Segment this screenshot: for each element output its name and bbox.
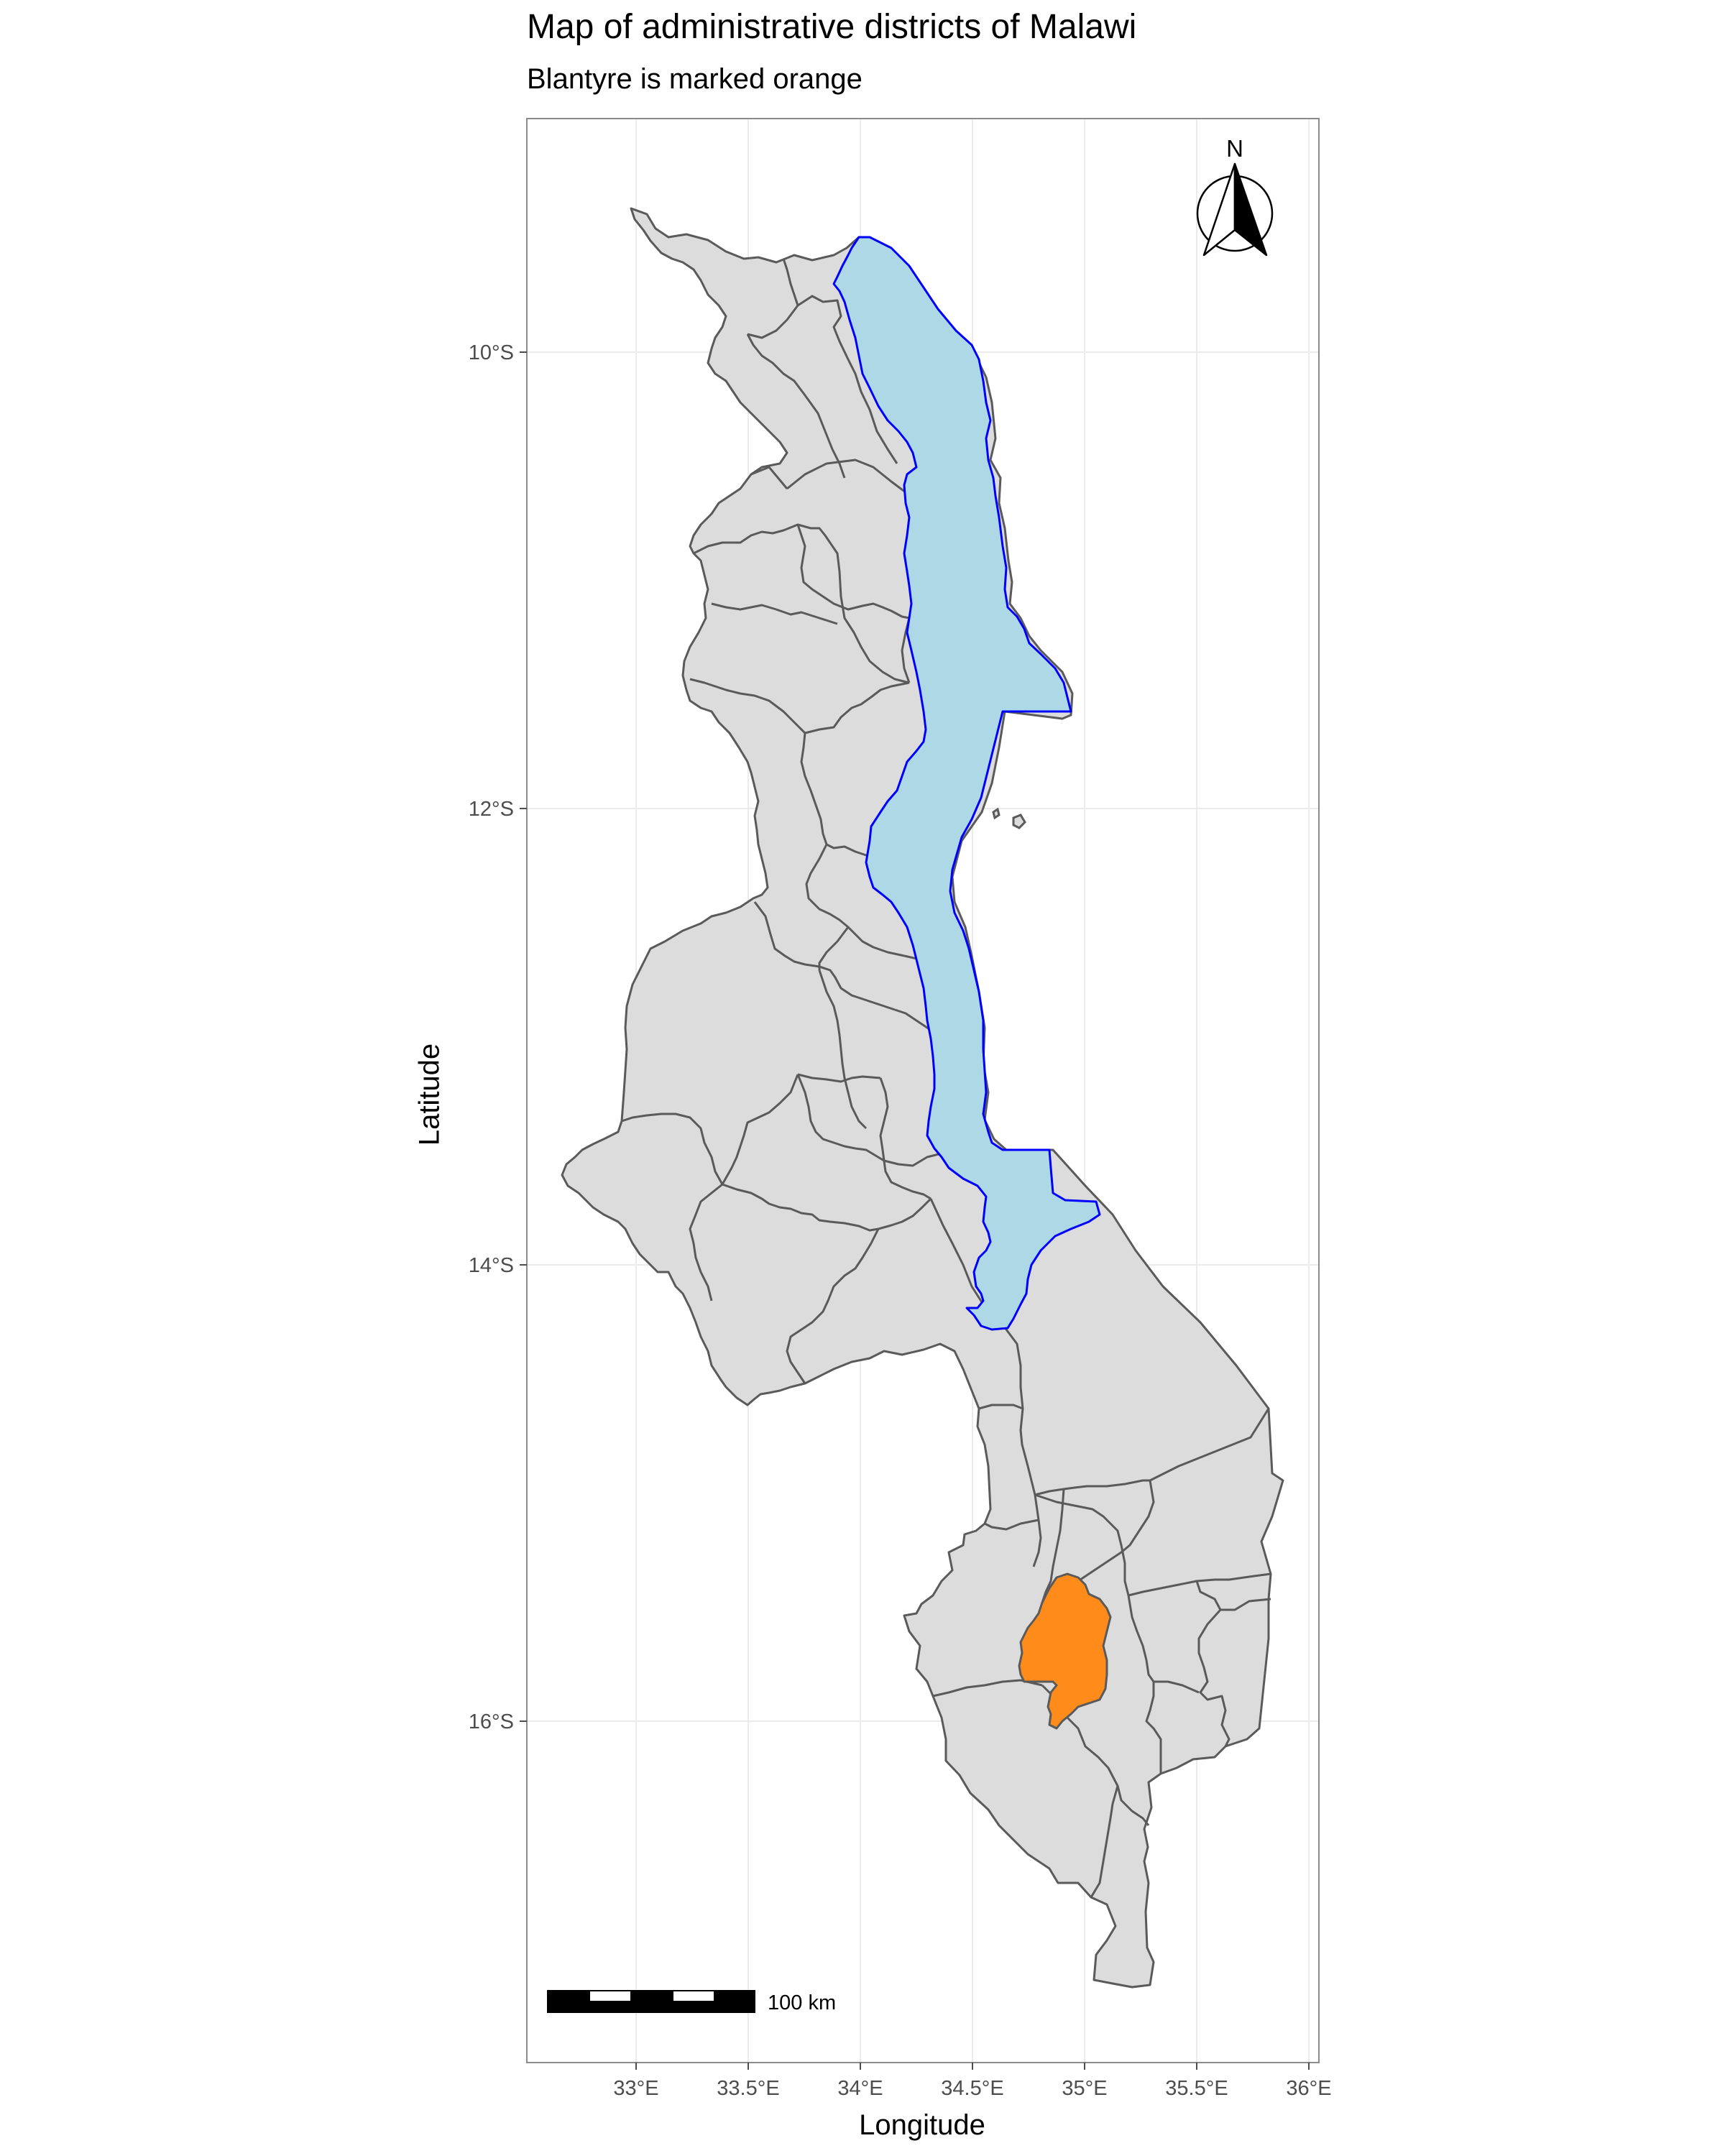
x-tick-label: 35°E (1062, 2077, 1107, 2100)
y-axis-tick-labels: 10°S 12°S 14°S 16°S (469, 341, 514, 1733)
map-subtitle: Blantyre is marked orange (527, 63, 862, 95)
lake-islands (992, 807, 1026, 829)
x-tick-label: 36°E (1286, 2077, 1331, 2100)
y-tick-label: 14°S (469, 1254, 514, 1277)
y-tick-label: 16°S (469, 1710, 514, 1733)
y-tick-label: 10°S (469, 341, 514, 364)
blantyre-district[interactable] (1018, 1572, 1112, 1730)
scale-bar (547, 1990, 755, 2013)
plot-panel-border (526, 118, 1320, 2063)
x-tick-label: 33.5°E (717, 2077, 779, 2100)
x-tick-label: 34.5°E (941, 2077, 1003, 2100)
north-arrow-label: N (1226, 135, 1243, 162)
x-axis-ticks (635, 2063, 1310, 2070)
malawi-outline (561, 207, 1284, 1989)
north-arrow: N (1196, 135, 1274, 257)
x-tick-label: 34°E (837, 2077, 883, 2100)
y-axis-ticks (520, 351, 527, 1722)
x-axis-label: Longitude (859, 2109, 985, 2141)
y-tick-label: 12°S (469, 798, 514, 821)
map-title: Map of administrative districts of Malaw… (527, 8, 1137, 46)
north-arrow-right-half (1233, 162, 1268, 257)
x-axis-tick-labels: 33°E 33.5°E 34°E 34.5°E 35°E 35.5°E 36°E (613, 2077, 1331, 2100)
lake-malawi (832, 236, 1101, 1331)
x-tick-label: 35.5°E (1165, 2077, 1228, 2100)
scale-bar-label: 100 km (768, 1991, 836, 2014)
x-tick-label: 33°E (613, 2077, 658, 2100)
